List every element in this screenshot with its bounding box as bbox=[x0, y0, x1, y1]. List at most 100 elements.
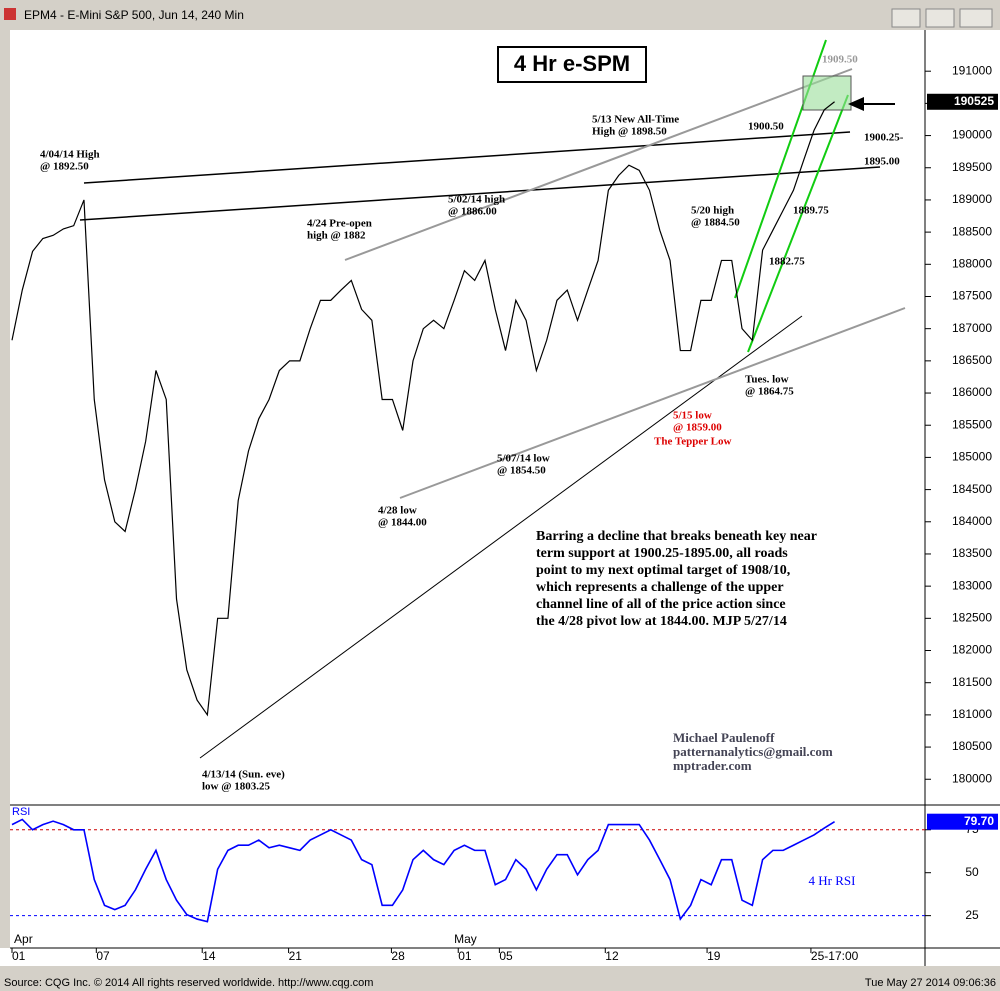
y-tick-label: 180500 bbox=[952, 739, 992, 753]
window-buttons[interactable] bbox=[891, 8, 993, 28]
month-label: May bbox=[454, 932, 477, 946]
commentary: Barring a decline that breaks beneath ke… bbox=[536, 529, 817, 544]
price-axis bbox=[925, 30, 1000, 948]
y-tick-label: 182500 bbox=[952, 611, 992, 625]
time-axis bbox=[0, 948, 1000, 966]
x-tick-label: 14 bbox=[202, 949, 216, 963]
annotation: high @ 1882 bbox=[307, 230, 366, 242]
last-value-box bbox=[927, 93, 998, 110]
annotation: The Tepper Low bbox=[654, 436, 731, 448]
annotation: 1895.00 bbox=[864, 156, 900, 168]
commentary: the 4/28 pivot low at 1844.00. MJP 5/27/… bbox=[536, 614, 787, 629]
trendline bbox=[79, 166, 881, 221]
last-value-box bbox=[927, 813, 998, 830]
author: mptrader.com bbox=[673, 758, 752, 773]
annotation: @ 1884.50 bbox=[691, 217, 740, 229]
x-tick-label: 12 bbox=[605, 949, 619, 963]
annotation: 1882.75 bbox=[769, 256, 805, 268]
x-tick-label: 05 bbox=[499, 949, 513, 963]
x-tick-label: 19 bbox=[707, 949, 721, 963]
app-icon bbox=[4, 8, 16, 20]
commentary: channel line of all of the price action … bbox=[536, 597, 786, 612]
annotation: 5/15 low bbox=[673, 410, 712, 422]
y-tick-label: 184000 bbox=[952, 514, 992, 528]
y-tick-label: 187000 bbox=[952, 321, 992, 335]
window-title: EPM4 - E-Mini S&P 500, Jun 14, 240 Min bbox=[24, 8, 244, 22]
last-value-label: 79.70 bbox=[964, 814, 994, 828]
annotation: 5/20 high bbox=[691, 205, 734, 217]
y-tick-label: 188500 bbox=[952, 224, 992, 238]
annotation: 5/07/14 low bbox=[497, 453, 550, 465]
y-tick-label: 181500 bbox=[952, 675, 992, 689]
target-box bbox=[802, 75, 852, 111]
y-tick-label: 189500 bbox=[952, 160, 992, 174]
trendline bbox=[83, 131, 851, 184]
x-tick-label: 07 bbox=[96, 949, 110, 963]
y-tick-label: 182000 bbox=[952, 643, 992, 657]
y-tick-label: 187500 bbox=[952, 289, 992, 303]
annotation: 1889.75 bbox=[793, 205, 829, 217]
rsi-line bbox=[11, 818, 835, 923]
y-tick-label: 184500 bbox=[952, 482, 992, 496]
footer-source: Source: CQG Inc. © 2014 All rights reser… bbox=[4, 977, 373, 989]
arrow-head bbox=[848, 97, 864, 111]
maximize-button[interactable] bbox=[925, 8, 955, 28]
y-tick-label: 181000 bbox=[952, 707, 992, 721]
annotation: High @ 1898.50 bbox=[592, 126, 667, 138]
y-tick-label: 185000 bbox=[952, 450, 992, 464]
annotation: @ 1892.50 bbox=[40, 161, 89, 173]
annotation: @ 1886.00 bbox=[448, 206, 497, 218]
trendline bbox=[344, 68, 853, 261]
y-tick-label: 189000 bbox=[952, 192, 992, 206]
annotation: @ 1859.00 bbox=[673, 422, 722, 434]
annotation: 4/04/14 High bbox=[40, 149, 100, 161]
minimize-button[interactable] bbox=[891, 8, 921, 28]
y-tick-label: 191000 bbox=[952, 63, 992, 77]
rsi-label: RSI bbox=[12, 806, 30, 818]
y-tick-label: 190000 bbox=[952, 128, 992, 142]
trendline bbox=[747, 94, 849, 353]
commentary: which represents a challenge of the uppe… bbox=[536, 580, 784, 595]
annotation: 1900.50 bbox=[748, 121, 784, 133]
y-tick-label: 25 bbox=[965, 908, 979, 922]
y-tick-label: 185500 bbox=[952, 417, 992, 431]
commentary: term support at 1900.25-1895.00, all roa… bbox=[536, 546, 788, 561]
annotation: 5/13 New All-Time bbox=[592, 114, 679, 126]
title-box bbox=[497, 46, 647, 83]
x-tick-label: 28 bbox=[391, 949, 405, 963]
annotation: 4/24 Pre-open bbox=[307, 218, 372, 230]
x-tick-label: 01 bbox=[458, 949, 472, 963]
month-label: Apr bbox=[14, 932, 33, 946]
trendlines bbox=[79, 39, 906, 759]
chart-title: 4 Hr e-SPM bbox=[514, 51, 630, 76]
annotation: @ 1844.00 bbox=[378, 517, 427, 529]
trendline bbox=[199, 315, 803, 759]
y-tick-label: 180000 bbox=[952, 771, 992, 785]
annotation: 5/02/14 high bbox=[448, 194, 505, 206]
price-line bbox=[11, 101, 835, 717]
y-tick-label: 188000 bbox=[952, 256, 992, 270]
title-bar bbox=[0, 0, 1000, 30]
last-value-label: 190525 bbox=[954, 94, 994, 108]
annotation: @ 1864.75 bbox=[745, 386, 794, 398]
annotation: 4/13/14 (Sun. eve) bbox=[202, 769, 285, 781]
plot-area bbox=[10, 30, 925, 948]
x-tick-label: 21 bbox=[289, 949, 303, 963]
y-tick-label: 186500 bbox=[952, 353, 992, 367]
annotation: 4/28 low bbox=[378, 505, 417, 517]
trendline bbox=[399, 307, 906, 499]
author: patternanalytics@gmail.com bbox=[673, 744, 833, 759]
status-bar bbox=[0, 974, 1000, 991]
annotation: low @ 1803.25 bbox=[202, 781, 270, 793]
annotation: 1900.25- bbox=[864, 132, 904, 144]
y-tick-label: 186000 bbox=[952, 385, 992, 399]
annotation: Tues. low bbox=[745, 374, 789, 386]
y-tick-label: 183500 bbox=[952, 546, 992, 560]
x-tick-label: 25-17:00 bbox=[811, 949, 859, 963]
commentary: point to my next optimal target of 1908/… bbox=[536, 563, 790, 578]
rsi-subtitle: 4 Hr RSI bbox=[809, 873, 856, 888]
x-tick-label: 01 bbox=[12, 949, 26, 963]
close-button[interactable] bbox=[959, 8, 993, 28]
